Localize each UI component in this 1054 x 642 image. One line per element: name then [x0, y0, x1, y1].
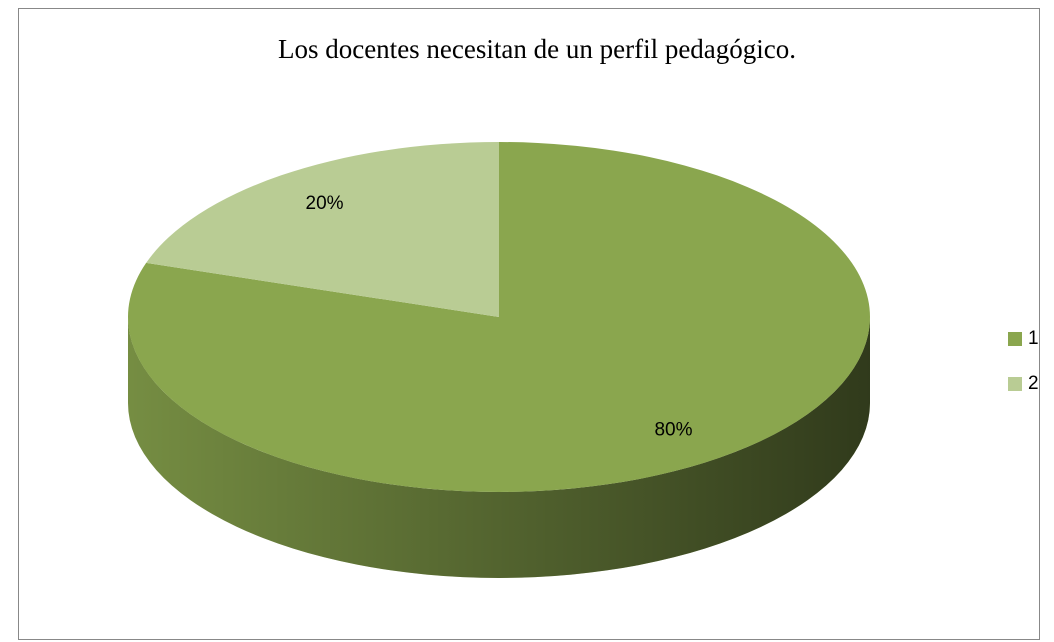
slice [127, 142, 870, 492]
chart-title: Los docentes necesitan de un perfil peda… [278, 34, 796, 64]
legend-swatch [1008, 377, 1022, 391]
slice [146, 142, 500, 317]
legend-label: 2 [1028, 373, 1039, 394]
legend-label: 1 [1028, 328, 1039, 349]
data-label: 80% [654, 419, 692, 440]
data-label: 20% [306, 193, 344, 214]
side-shade [128, 317, 870, 578]
legend-swatch [1008, 332, 1022, 346]
